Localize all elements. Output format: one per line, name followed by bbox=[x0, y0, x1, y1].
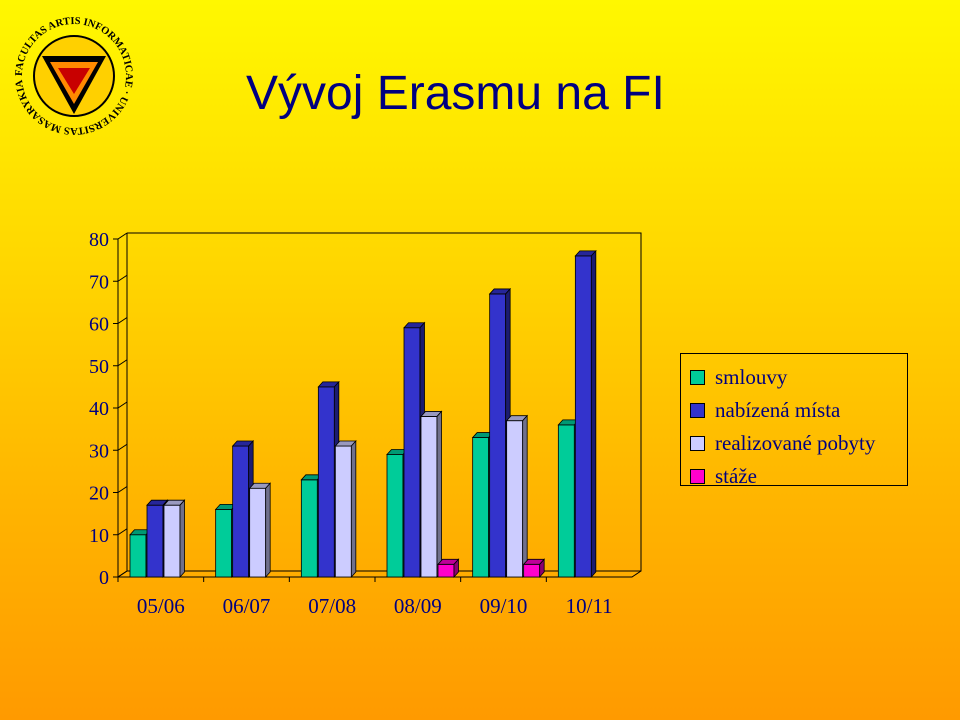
y-tick-diagonal bbox=[117, 232, 128, 240]
y-tick-label: 50 bbox=[89, 356, 109, 378]
legend-swatch-staze bbox=[690, 469, 705, 484]
page-title: Vývoj Erasmu na FI bbox=[246, 67, 665, 120]
bar bbox=[420, 410, 443, 579]
bar-side bbox=[179, 499, 185, 579]
legend-item-realizovane-pobyty: realizované pobyty bbox=[681, 427, 907, 460]
bar bbox=[505, 414, 529, 579]
bar-front bbox=[403, 327, 421, 578]
bar-side bbox=[265, 482, 271, 579]
bar-front bbox=[232, 445, 250, 578]
bar-front bbox=[317, 386, 335, 578]
y-tick-diagonal bbox=[117, 486, 128, 493]
y-tick-diagonal bbox=[117, 570, 128, 578]
y-tick-label: 40 bbox=[89, 398, 109, 420]
bar bbox=[522, 558, 546, 579]
bar-front bbox=[249, 487, 267, 578]
bar-front bbox=[215, 508, 233, 578]
bar-front bbox=[574, 255, 592, 578]
y-tick-label: 30 bbox=[89, 440, 109, 462]
y-tick-label: 70 bbox=[89, 271, 109, 293]
bar-front bbox=[334, 445, 352, 578]
y-tick-diagonal bbox=[117, 274, 128, 282]
bar bbox=[437, 558, 460, 579]
bar bbox=[248, 482, 272, 579]
legend-label-smlouvy: smlouvy bbox=[715, 365, 788, 389]
bar-side bbox=[590, 249, 597, 579]
legend-item-staze: stáže bbox=[681, 460, 907, 493]
bar-side bbox=[436, 410, 442, 579]
y-tick-diagonal bbox=[117, 528, 128, 536]
bar-front bbox=[300, 479, 318, 578]
legend-label-realizovane-pobyty: realizované pobyty bbox=[715, 431, 876, 455]
x-tick-label: 08/09 bbox=[394, 594, 442, 618]
y-tick-label: 10 bbox=[89, 525, 109, 547]
bar bbox=[163, 499, 186, 579]
legend-label-staze: stáže bbox=[715, 464, 757, 488]
y-tick-diagonal bbox=[117, 443, 128, 451]
legend-item-nabizena-mista: nabízená místa bbox=[681, 394, 907, 427]
bar-front bbox=[523, 563, 541, 578]
bar-front bbox=[472, 437, 490, 578]
bar-front bbox=[386, 454, 404, 578]
bar-front bbox=[420, 416, 438, 578]
bar bbox=[334, 439, 357, 579]
bar-front bbox=[437, 563, 455, 578]
bar-front bbox=[489, 293, 507, 578]
y-tick-label: 0 bbox=[99, 567, 109, 589]
bar-side bbox=[350, 439, 357, 579]
bar-side bbox=[522, 414, 528, 579]
faculty-seal-icon: FACULTAS ARTIS INFORMATICAE · UNIVERSITA… bbox=[2, 0, 142, 144]
bar-side bbox=[539, 558, 545, 579]
legend-swatch-realizovane-pobyty bbox=[690, 436, 705, 451]
bar-front bbox=[557, 424, 575, 578]
bar-front bbox=[506, 420, 524, 578]
x-tick-label: 05/06 bbox=[137, 594, 185, 618]
x-tick-label: 10/11 bbox=[566, 594, 613, 618]
legend-label-nabizena-mista: nabízená místa bbox=[715, 398, 841, 422]
bar bbox=[574, 249, 597, 579]
x-tick-label: 09/10 bbox=[480, 594, 528, 618]
bar-side bbox=[453, 558, 459, 579]
y-tick-diagonal bbox=[117, 317, 128, 324]
y-tick-diagonal bbox=[117, 359, 128, 367]
legend: smlouvy nabízená místa realizované pobyt… bbox=[680, 353, 908, 488]
bar-front bbox=[129, 534, 147, 578]
legend-swatch-smlouvy bbox=[690, 370, 705, 385]
y-tick-diagonal bbox=[117, 401, 128, 409]
x-tick-label: 06/07 bbox=[223, 594, 271, 618]
y-tick-label: 60 bbox=[89, 314, 109, 336]
y-tick-label: 20 bbox=[89, 483, 109, 505]
legend-item-smlouvy: smlouvy bbox=[681, 361, 907, 394]
bar-front bbox=[163, 504, 181, 578]
legend-swatch-nabizena-mista bbox=[690, 403, 705, 418]
bar-front bbox=[146, 504, 164, 578]
x-tick-label: 07/08 bbox=[308, 594, 356, 618]
y-tick-label: 80 bbox=[89, 229, 109, 251]
